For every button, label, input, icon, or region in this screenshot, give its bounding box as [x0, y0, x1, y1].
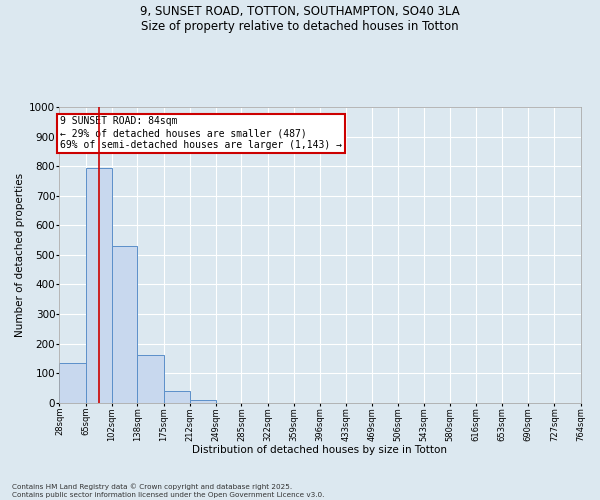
- Bar: [137, 356, 164, 403]
- X-axis label: Distribution of detached houses by size in Totton: Distribution of detached houses by size …: [193, 445, 448, 455]
- Bar: [164, 391, 190, 403]
- Bar: [112, 246, 137, 403]
- Bar: [190, 400, 216, 403]
- Y-axis label: Number of detached properties: Number of detached properties: [15, 173, 25, 337]
- Text: 9 SUNSET ROAD: 84sqm
← 29% of detached houses are smaller (487)
69% of semi-deta: 9 SUNSET ROAD: 84sqm ← 29% of detached h…: [60, 116, 342, 150]
- Text: Contains HM Land Registry data © Crown copyright and database right 2025.
Contai: Contains HM Land Registry data © Crown c…: [12, 484, 325, 498]
- Text: 9, SUNSET ROAD, TOTTON, SOUTHAMPTON, SO40 3LA
Size of property relative to detac: 9, SUNSET ROAD, TOTTON, SOUTHAMPTON, SO4…: [140, 5, 460, 33]
- Bar: [86, 168, 112, 403]
- Bar: [59, 363, 86, 403]
